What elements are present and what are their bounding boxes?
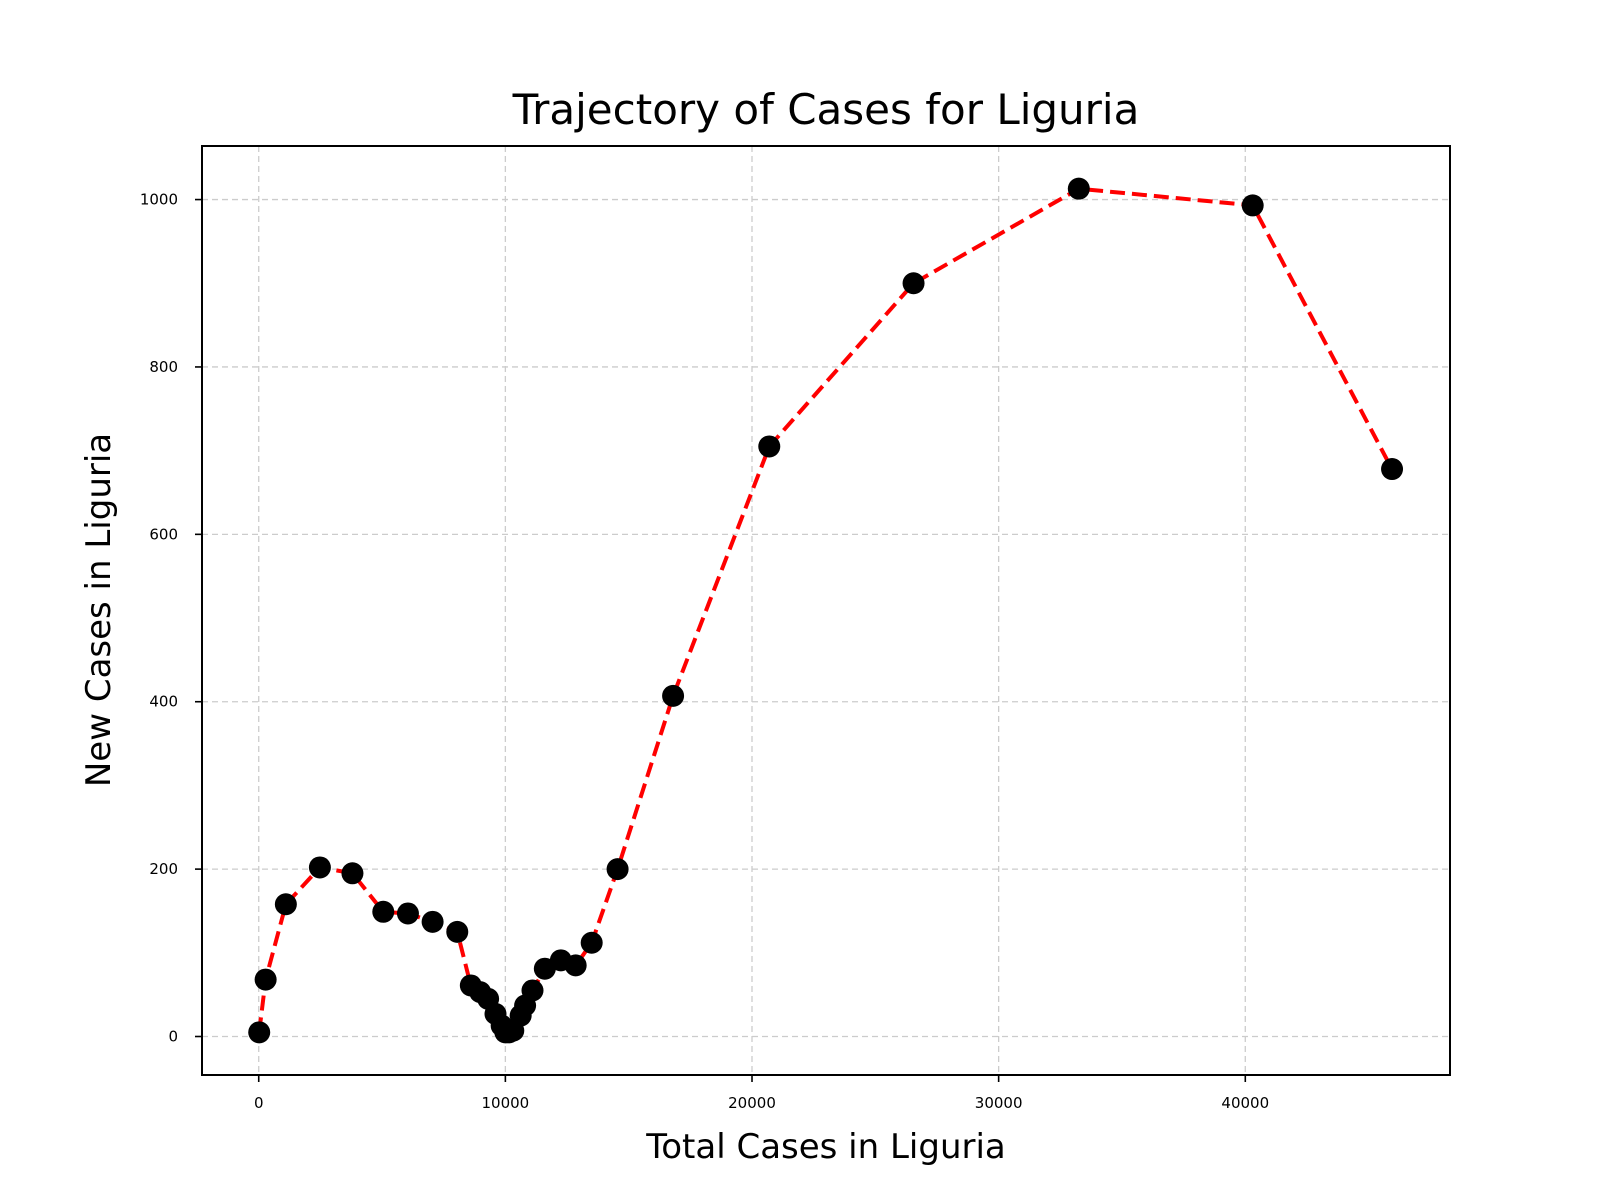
x-axis-label: Total Cases in Liguria — [645, 1127, 1006, 1167]
y-axis-label: New Cases in Liguria — [79, 433, 119, 787]
x-tick-label: 0 — [254, 1094, 264, 1112]
tick-layer: 0 10000 20000 30000 40000 0 200 400 600 800 1000 — [140, 191, 1269, 1112]
data-point-26 — [758, 435, 781, 458]
marker-layer — [248, 177, 1404, 1044]
data-point-1 — [254, 968, 277, 991]
y-tick-label: 800 — [149, 358, 178, 376]
chart-title: Trajectory of Cases for Liguria — [512, 85, 1140, 134]
data-point-3 — [308, 856, 331, 879]
x-tick-label: 10000 — [482, 1094, 530, 1112]
data-point-24 — [606, 858, 629, 881]
y-tick-label: 400 — [149, 693, 178, 711]
data-point-8 — [446, 920, 469, 943]
x-tick-label: 40000 — [1221, 1094, 1269, 1112]
x-tick-label: 20000 — [728, 1094, 776, 1112]
data-point-4 — [341, 862, 364, 885]
data-point-7 — [421, 910, 444, 933]
data-point-6 — [396, 902, 419, 925]
data-point-2 — [274, 893, 297, 916]
data-point-22 — [564, 954, 587, 977]
data-point-28 — [1067, 177, 1090, 200]
y-tick-label: 200 — [149, 860, 178, 878]
x-tick-label: 30000 — [975, 1094, 1023, 1112]
y-tick-label: 600 — [149, 525, 178, 543]
grid-layer — [202, 146, 1450, 1075]
data-point-30 — [1381, 458, 1404, 481]
y-tick-label: 0 — [168, 1028, 178, 1046]
data-point-29 — [1241, 194, 1264, 217]
plot-frame — [201, 145, 1451, 1076]
data-point-0 — [248, 1021, 271, 1044]
data-point-25 — [662, 684, 685, 707]
data-point-5 — [372, 900, 395, 923]
data-point-23 — [580, 931, 603, 954]
data-point-27 — [902, 272, 925, 295]
y-tick-label: 1000 — [140, 191, 178, 209]
data-point-19 — [521, 979, 544, 1002]
